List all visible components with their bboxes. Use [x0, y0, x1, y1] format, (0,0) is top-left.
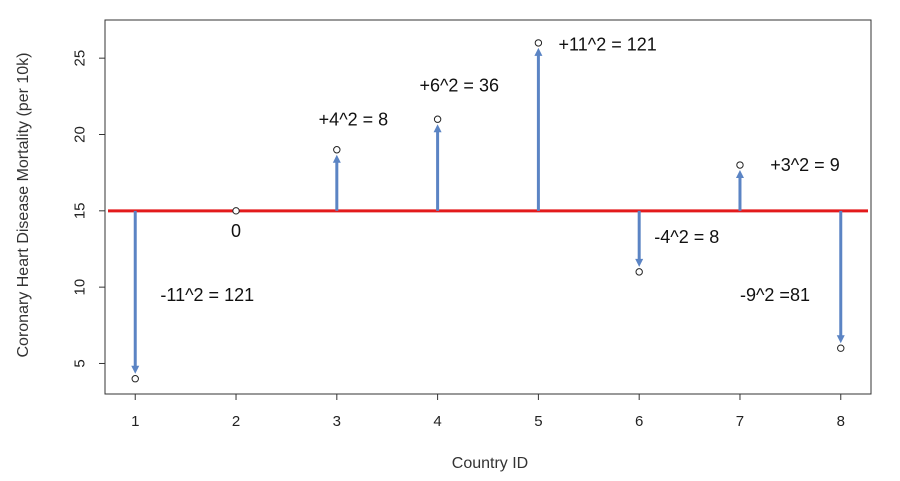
- y-axis-title: Coronary Heart Disease Mortality (per 10…: [15, 53, 32, 358]
- x-tick-label: 5: [534, 413, 542, 430]
- residual-arrows: [131, 47, 845, 374]
- x-axis: 1 2 3 4 5 6 7 8: [131, 394, 845, 430]
- annotation: -9^2 =81: [740, 285, 810, 305]
- annotation: +4^2 = 8: [319, 109, 389, 129]
- arrow-head: [635, 258, 644, 267]
- arrow-head: [836, 335, 845, 344]
- data-point: [333, 146, 341, 154]
- x-tick-label: 3: [333, 413, 341, 430]
- arrow-head: [131, 365, 140, 374]
- data-point: [837, 344, 845, 352]
- y-axis: 5 10 15 20 25: [71, 50, 105, 368]
- data-point: [131, 375, 139, 383]
- x-tick-label: 7: [736, 413, 744, 430]
- annotation: +6^2 = 36: [419, 76, 499, 96]
- y-tick-label: 25: [71, 50, 88, 67]
- y-tick-label: 15: [71, 202, 88, 219]
- arrow-head: [332, 154, 341, 163]
- x-tick-label: 4: [433, 413, 441, 430]
- x-tick-label: 8: [837, 413, 845, 430]
- data-point: [635, 268, 643, 276]
- y-tick-label: 10: [71, 279, 88, 296]
- annotation: +3^2 = 9: [770, 155, 840, 175]
- data-point: [433, 115, 442, 123]
- arrow-head: [534, 47, 543, 56]
- data-point: [232, 207, 240, 215]
- annotation: +11^2 = 121: [559, 35, 657, 55]
- data-point: [736, 161, 744, 169]
- annotation: 0: [231, 221, 241, 241]
- x-tick-label: 2: [232, 413, 240, 430]
- y-tick-label: 20: [71, 126, 88, 143]
- data-point: [534, 39, 543, 47]
- arrow-head: [433, 124, 442, 133]
- plot-frame: [104, 19, 872, 395]
- x-tick-label: 1: [131, 413, 139, 430]
- y-tick-label: 5: [71, 359, 88, 367]
- data-points: [131, 39, 845, 383]
- annotations: -11^2 = 121 0 +4^2 = 8 +6^2 = 36 +11^2 = 121…: [160, 35, 839, 305]
- x-axis-title: Country ID: [452, 455, 528, 472]
- arrow-head: [735, 170, 744, 179]
- annotation: -11^2 = 121: [160, 285, 254, 305]
- annotation: -4^2 = 8: [654, 227, 719, 247]
- x-tick-label: 6: [635, 413, 643, 430]
